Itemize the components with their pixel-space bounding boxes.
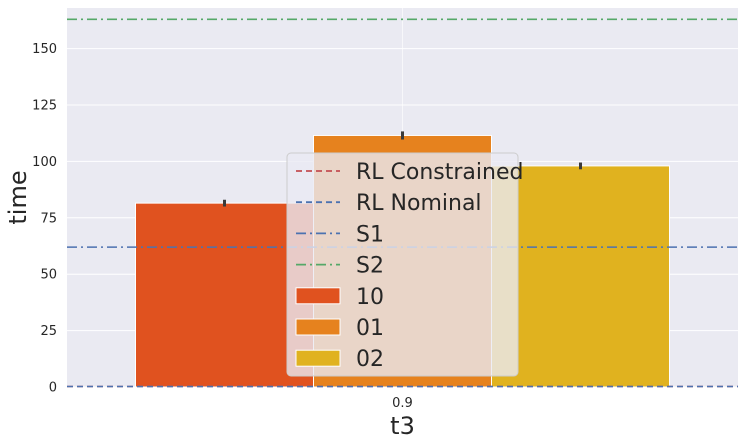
legend-swatch: [295, 287, 341, 305]
legend-box: [286, 152, 519, 377]
y-tick-label: 125: [32, 99, 57, 114]
bar-10: [135, 202, 314, 388]
legend: RL Constrained RL Nominal S1 S2 10 01 02: [286, 152, 523, 377]
y-axis-label: time: [4, 170, 32, 224]
legend-swatch: [295, 318, 341, 336]
legend-label: S2: [356, 254, 384, 279]
y-tick-label: 50: [40, 268, 57, 283]
y-axis-ticks: 0 25 50 75 100 125 150: [32, 42, 57, 395]
legend-label: 10: [356, 285, 384, 310]
bar-02: [491, 165, 670, 388]
legend-label: RL Constrained: [356, 160, 523, 185]
legend-label: S1: [356, 222, 384, 247]
legend-label: 01: [356, 316, 384, 341]
y-tick-label: 0: [49, 381, 57, 396]
x-axis-label: t3: [390, 412, 415, 440]
y-tick-label: 150: [32, 42, 57, 57]
y-tick-label: 75: [40, 211, 57, 226]
x-tick-label: 0.9: [392, 396, 413, 411]
legend-label: 02: [356, 347, 384, 372]
legend-swatch: [295, 349, 341, 367]
legend-label: RL Nominal: [356, 191, 482, 216]
x-axis-ticks: 0.9: [392, 396, 413, 411]
y-tick-label: 100: [32, 155, 57, 170]
y-tick-label: 25: [40, 324, 57, 339]
